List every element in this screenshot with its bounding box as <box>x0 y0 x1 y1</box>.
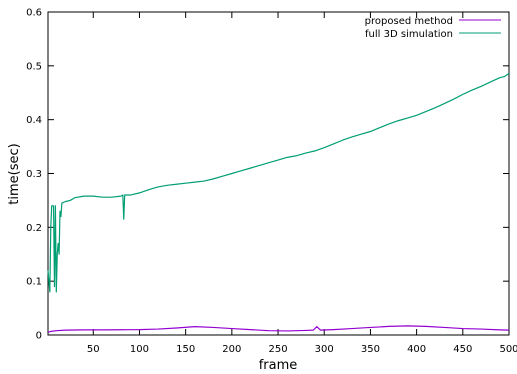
series-lines <box>47 72 510 333</box>
legend-label-full3d: full 3D simulation <box>365 29 453 40</box>
x-tick-label-0: 50 <box>87 344 100 355</box>
y-tick-label-3: 0.3 <box>26 169 42 180</box>
legend: proposed method full 3D simulation <box>365 16 501 40</box>
x-tick-label-2: 150 <box>176 344 195 355</box>
x-axis-ticks: 50 100 150 200 250 300 350 400 450 500 <box>87 12 517 355</box>
x-tick-label-3: 200 <box>222 344 241 355</box>
legend-label-proposed: proposed method <box>365 16 453 27</box>
x-tick-label-6: 350 <box>361 344 380 355</box>
y-tick-label-5: 0.5 <box>26 61 42 72</box>
y-axis-title: time(sec) <box>7 143 22 204</box>
x-tick-label-7: 400 <box>407 344 426 355</box>
x-tick-label-8: 450 <box>453 344 472 355</box>
x-tick-label-5: 300 <box>315 344 334 355</box>
plot-area-frame <box>47 11 510 336</box>
x-tick-label-4: 250 <box>268 344 287 355</box>
x-tick-label-1: 100 <box>130 344 149 355</box>
y-tick-label-4: 0.4 <box>26 115 42 126</box>
y-axis-ticks: 0 0.1 0.2 0.3 0.4 0.5 0.6 <box>26 8 509 342</box>
y-tick-label-6: 0.6 <box>26 8 42 19</box>
y-tick-label-1: 0.1 <box>26 277 42 288</box>
y-tick-label-0: 0 <box>36 331 42 342</box>
x-axis-title: frame <box>259 358 298 373</box>
series-line-proposed-method <box>47 325 510 333</box>
x-tick-label-9: 500 <box>499 344 517 355</box>
y-tick-label-2: 0.2 <box>26 223 42 234</box>
series-line-full-3d-simulation <box>47 72 510 293</box>
